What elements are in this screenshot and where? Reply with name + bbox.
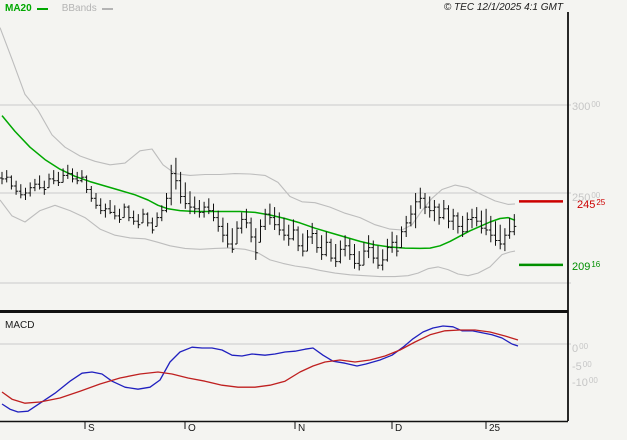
- level-label-209-16-decimals: 16: [591, 260, 601, 269]
- macd-signal-line: [1, 329, 519, 404]
- macd-label-0: 000: [572, 340, 588, 356]
- level-label-245-25-main: 245: [577, 199, 596, 211]
- x-axis-label-O: O: [188, 423, 196, 434]
- macd-label-0-main: 0: [572, 343, 579, 355]
- ma20-legend-label: MA20: [5, 3, 32, 14]
- bbands-legend-line: [101, 8, 113, 10]
- price-label-300: 30000: [572, 98, 600, 114]
- price-label-250-decimals: 00: [591, 191, 601, 200]
- level-label-245-25-decimals: 25: [596, 198, 606, 207]
- bollinger-upper-band-line: [0, 27, 516, 231]
- price-bars: [0, 157, 517, 271]
- x-axis-label-D: D: [395, 423, 403, 434]
- macd-label-minus5: -500: [572, 358, 592, 374]
- x-axis-label-N: N: [298, 423, 306, 434]
- level-label-209-16: 20916: [572, 258, 600, 274]
- macd-label-minus5-main: -5: [572, 361, 582, 373]
- macd-label-minus5-decimals: 00: [582, 360, 592, 369]
- price-label-250-main: 250: [572, 192, 591, 204]
- x-axis-label-25: 25: [489, 423, 501, 434]
- copyright-text: © TEC 12/1/2025 4:1 GMT: [443, 2, 563, 13]
- macd-label-minus10-decimals: 00: [588, 376, 598, 385]
- price-label-300-decimals: 00: [591, 100, 601, 109]
- ma20-legend-line: [36, 8, 48, 10]
- legend: MA20 BBands: [5, 3, 113, 15]
- ma20-line: [1, 115, 516, 250]
- macd-label-minus10: -1000: [572, 374, 598, 390]
- bollinger-lower-band-line: [0, 199, 516, 278]
- bbands-legend-label: BBands: [61, 3, 97, 14]
- price-label-300-main: 300: [572, 101, 591, 113]
- level-label-209-16-main: 209: [572, 261, 591, 273]
- macd-macd-line: [1, 325, 519, 413]
- macd-label-minus10-main: -10: [572, 377, 588, 389]
- macd-panel-label: MACD: [5, 320, 35, 331]
- level-label-245-25: 24525: [577, 196, 605, 212]
- macd-label-0-decimals: 00: [579, 342, 589, 351]
- price-label-250: 25000: [572, 189, 600, 205]
- x-axis-label-S: S: [88, 423, 95, 434]
